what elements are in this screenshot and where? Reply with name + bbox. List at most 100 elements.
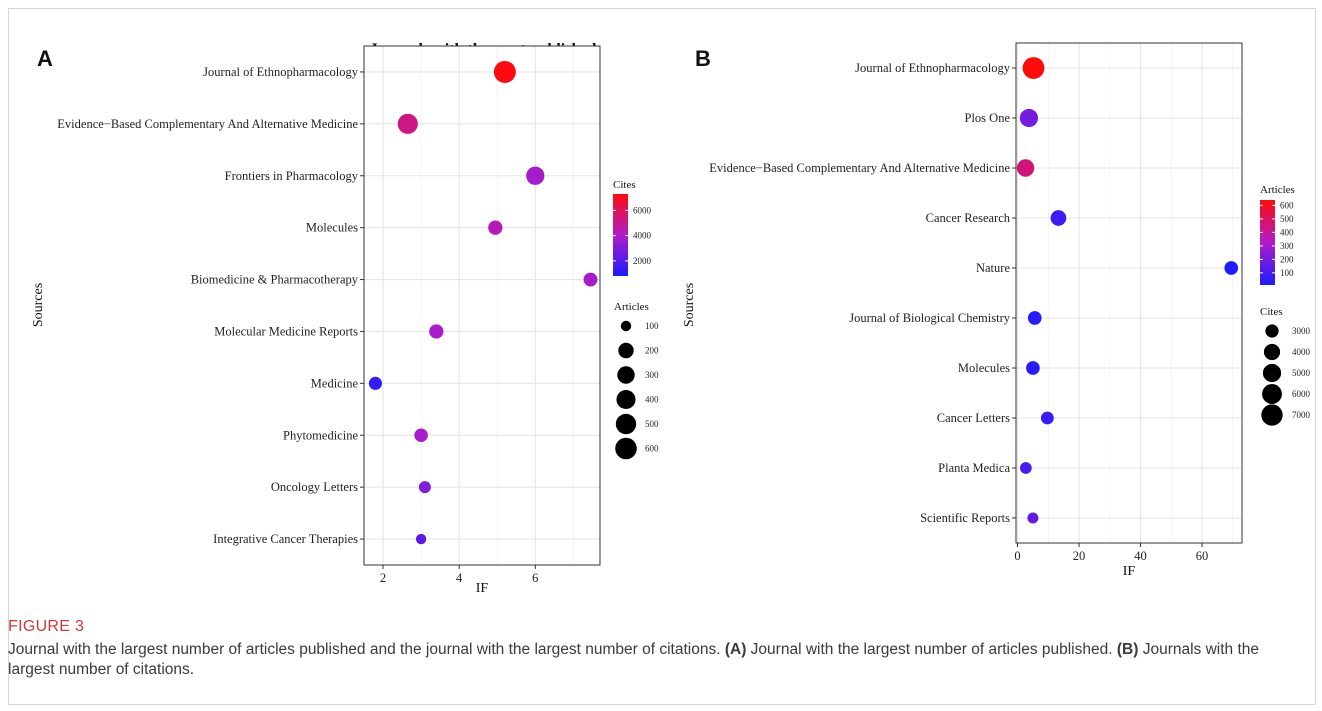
size-legend-title: Articles [614,301,649,313]
size-legend-title: Cites [1260,306,1283,318]
color-bar-tick-label: 100 [1280,268,1294,278]
data-point [583,272,598,287]
color-bar-tick-label: 400 [1280,227,1294,237]
size-legend-circle [615,413,637,435]
data-point [397,113,418,134]
data-point [418,481,431,494]
y-tick-label: Journal of Ethnopharmacology [855,61,1011,75]
y-tick-label: Nature [976,261,1010,275]
x-axis-title: IF [476,581,489,596]
color-bar [1260,200,1275,285]
size-legend-circle [615,437,637,460]
y-tick-label: Phytomedicine [283,428,358,442]
color-bar-tick-label: 200 [1280,254,1294,264]
caption-part: Journals with the largest number of cita… [8,641,1260,678]
data-point [1050,210,1067,226]
data-point [1224,261,1239,275]
y-tick-label: Plos One [965,111,1011,125]
y-tick-label: Scientific Reports [920,511,1010,525]
size-legend-circle [1265,324,1279,338]
data-point [493,60,516,83]
x-tick-label: 4 [456,571,463,585]
y-tick-label: Oncology Letters [271,480,358,494]
y-tick-label: Cancer Research [926,211,1011,225]
size-legend-label: 600 [645,444,659,454]
panel-label: A [37,46,53,71]
y-tick-label: Molecules [958,361,1010,375]
y-tick-label: Journal of Biological Chemistry [849,311,1010,325]
data-point [1040,411,1054,425]
caption-part: Journal with the largest number of artic… [8,641,725,658]
size-legend-label: 400 [645,395,659,405]
caption-part: (A) [724,641,747,658]
size-legend-circle [1261,404,1283,426]
size-legend-label: 100 [645,321,659,331]
figure-caption-text: Journal with the largest number of artic… [8,640,1298,680]
y-tick-label: Molecular Medicine Reports [214,324,358,338]
data-point [368,376,382,390]
color-bar [613,194,628,276]
color-bar-tick-label: 500 [1280,214,1294,224]
caption-part: (B) [1116,641,1139,658]
data-point [526,166,545,185]
x-tick-label: 0 [1014,549,1020,563]
y-axis-title: Sources [682,283,697,327]
size-legend-label: 300 [645,370,659,380]
plot-border [1015,42,1243,544]
y-tick-label: Journal of Ethnopharmacology [203,65,359,79]
size-legend-circle [1263,343,1281,361]
color-bar-tick-label: 4000 [633,231,652,241]
y-tick-label: Biomedicine & Pharmacotherapy [191,273,359,287]
x-axis-title: IF [1123,564,1136,579]
data-point [1026,361,1040,375]
data-point [1027,311,1042,325]
size-legend-label: 7000 [1292,410,1311,420]
data-point [488,220,503,235]
size-legend-circle [617,366,635,384]
color-bar-tick-label: 300 [1280,241,1294,251]
color-bar-tick-label: 600 [1280,200,1294,210]
size-legend-label: 3000 [1292,326,1311,336]
data-point [415,533,427,545]
y-tick-label: Frontiers in Pharmacology [225,169,359,183]
y-tick-label: Evidence−Based Complementary And Alterna… [709,161,1010,175]
x-tick-label: 20 [1073,549,1086,563]
color-legend-title: Articles [1260,184,1295,196]
y-tick-label: Medicine [311,376,359,390]
size-legend-circle [1262,384,1282,404]
size-legend-label: 5000 [1292,368,1311,378]
y-tick-label: Molecules [306,221,358,235]
size-legend-label: 200 [645,346,659,356]
figure-label: FIGURE 3 [8,618,85,635]
y-tick-label: Integrative Cancer Therapies [213,532,358,546]
y-axis-title: Sources [31,283,46,327]
y-tick-label: Cancer Letters [937,411,1010,425]
data-point [1027,512,1039,524]
y-tick-label: Planta Medica [938,461,1010,475]
size-legend-label: 4000 [1292,347,1311,357]
data-point [1016,159,1035,177]
size-legend-label: 500 [645,419,659,429]
data-point [429,324,444,339]
color-bar-tick-label: 6000 [633,205,652,215]
y-tick-label: Evidence−Based Complementary And Alterna… [57,117,358,131]
caption-part: Journal with the largest number of artic… [746,641,1117,658]
x-tick-label: 6 [532,571,538,585]
data-point [414,428,428,443]
data-point [1019,462,1032,474]
plot-panel [1016,43,1242,543]
data-point [1022,57,1045,79]
panel-label: B [695,46,711,71]
data-point [1019,108,1039,128]
x-tick-label: 60 [1196,549,1209,563]
size-legend-label: 6000 [1292,389,1311,399]
x-tick-label: 2 [380,571,386,585]
size-legend-circle [618,342,634,359]
color-bar-tick-label: 2000 [633,256,652,266]
size-legend-circle [616,389,636,410]
plot-border [363,45,601,566]
figure-caption: FIGURE 3 Journal with the largest number… [8,618,1298,680]
x-tick-label: 40 [1134,549,1147,563]
color-legend-title: Cites [613,179,636,191]
